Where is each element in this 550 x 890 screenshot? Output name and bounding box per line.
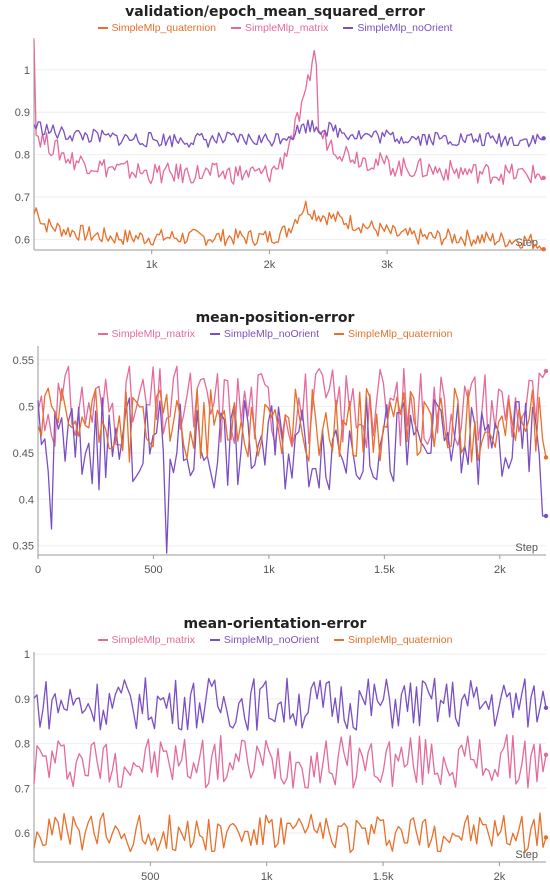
legend-swatch <box>209 333 220 336</box>
x-tick-label: 3k <box>381 259 393 271</box>
legend-swatch <box>333 639 344 642</box>
y-tick-label: 0.45 <box>13 448 34 460</box>
chart-legend: SimpleMlp_quaternion SimpleMlp_matrix Si… <box>0 22 550 34</box>
legend-item[interactable]: SimpleMlp_noOrient <box>343 22 452 34</box>
series-line-SimpleMlp_matrix <box>33 40 545 185</box>
x-tick-label: 500 <box>144 564 162 576</box>
y-tick-label: 0.6 <box>15 234 30 246</box>
x-axis-label: Step <box>515 849 538 861</box>
y-tick-label: 0.8 <box>15 739 30 751</box>
x-tick-label: 2k <box>494 564 506 576</box>
y-tick-label: 0.8 <box>15 150 30 162</box>
legend-item[interactable]: SimpleMlp_quaternion <box>333 328 452 340</box>
y-tick-label: 1 <box>24 65 30 77</box>
x-tick-label: 2k <box>494 871 506 883</box>
series-line-SimpleMlp_matrix <box>33 734 547 789</box>
x-tick-label: 0 <box>35 564 41 576</box>
chart-title: mean-position-error <box>195 310 355 326</box>
y-tick-label: 1 <box>24 649 30 661</box>
series-end-point-SimpleMlp_matrix <box>543 752 549 757</box>
legend-swatch <box>230 27 241 30</box>
y-tick-label: 0.6 <box>15 828 30 840</box>
series-end-point-SimpleMlp_noOrient <box>543 705 549 711</box>
series-group <box>37 365 549 554</box>
x-tick-label: 1k <box>263 564 275 576</box>
legend-swatch <box>97 639 108 642</box>
chart-legend: SimpleMlp_matrix SimpleMlp_noOrient Simp… <box>0 328 550 340</box>
legend-item[interactable]: SimpleMlp_matrix <box>97 634 195 646</box>
series-group <box>33 677 549 854</box>
series-end-point-SimpleMlp_quaternion <box>543 455 549 460</box>
legend-swatch <box>209 639 220 642</box>
legend-swatch <box>333 333 344 336</box>
legend-swatch <box>97 333 108 336</box>
legend-item[interactable]: SimpleMlp_noOrient <box>209 328 319 340</box>
legend-item[interactable]: SimpleMlp_matrix <box>230 22 328 34</box>
series-line-SimpleMlp_noOrient <box>33 677 547 731</box>
x-tick-label: 1.5k <box>374 564 395 576</box>
series-end-point-SimpleMlp_matrix <box>543 368 549 374</box>
legend-item[interactable]: SimpleMlp_quaternion <box>97 22 216 34</box>
series-line-SimpleMlp_noOrient <box>37 396 546 554</box>
x-axis-label: Step <box>515 542 538 554</box>
legend-swatch <box>343 27 354 30</box>
series-end-point-SimpleMlp_noOrient <box>543 513 549 519</box>
y-tick-label: 0.7 <box>15 192 30 204</box>
y-tick-label: 0.7 <box>15 783 30 795</box>
x-tick-label: 1k <box>261 871 273 883</box>
series-line-SimpleMlp_quaternion <box>33 200 544 250</box>
series-end-point-SimpleMlp_matrix <box>541 175 546 181</box>
legend-item[interactable]: SimpleMlp_matrix <box>97 328 195 340</box>
series-end-point-SimpleMlp_quaternion <box>541 246 546 252</box>
x-tick-label: 1k <box>146 259 158 271</box>
series-end-point-SimpleMlp_noOrient <box>541 136 546 141</box>
chart-title: mean-orientation-error <box>183 616 367 632</box>
x-tick-label: 1.5k <box>373 871 394 883</box>
series-line-SimpleMlp_quaternion <box>33 812 547 854</box>
y-tick-label: 0.9 <box>15 694 30 706</box>
series-group <box>33 40 546 252</box>
legend-item[interactable]: SimpleMlp_noOrient <box>209 634 319 646</box>
x-tick-label: 2k <box>264 259 276 271</box>
x-tick-label: 500 <box>141 871 159 883</box>
legend-swatch <box>97 27 108 30</box>
series-line-SimpleMlp_noOrient <box>33 119 544 148</box>
position-plot[interactable]: 0.35 0.4 0.45 0.5 0.55 0 500 1k 1.5k 2k Step <box>0 0 550 600</box>
y-tick-label: 0.35 <box>13 541 34 553</box>
chart-title: validation/epoch_mean_squared_error <box>125 4 425 20</box>
y-tick-label: 0.55 <box>13 355 34 367</box>
chart-legend: SimpleMlp_matrix SimpleMlp_noOrient Simp… <box>0 634 550 646</box>
legend-item[interactable]: SimpleMlp_quaternion <box>333 634 452 646</box>
y-tick-label: 0.4 <box>19 494 34 506</box>
y-tick-label: 0.9 <box>15 107 30 119</box>
y-tick-label: 0.5 <box>19 401 34 413</box>
series-line-SimpleMlp_quaternion <box>37 387 547 463</box>
series-end-point-SimpleMlp_quaternion <box>543 835 549 840</box>
